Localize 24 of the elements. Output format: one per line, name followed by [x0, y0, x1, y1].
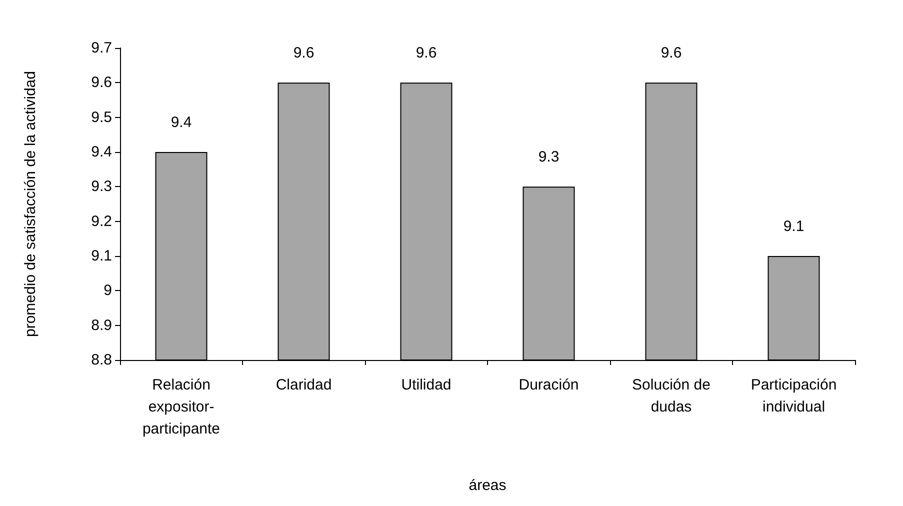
y-tick-label: 9	[104, 282, 112, 300]
x-tick-label: Claridad	[276, 376, 332, 394]
y-tick-label: 9.2	[91, 212, 112, 230]
data-label: 9.6	[416, 44, 437, 62]
x-tick-label: Utilidad	[401, 376, 452, 394]
y-axis-title: promedio de satisfacción de la actividad	[22, 71, 39, 337]
y-tick-label: 9.4	[91, 144, 112, 160]
x-axis-title: áreas	[468, 477, 506, 494]
x-tick-label: Relación expositor-participante	[142, 376, 220, 438]
data-label: 9.1	[783, 218, 804, 235]
y-tick-label: 9.5	[91, 108, 112, 126]
x-tick-label: Duración	[518, 376, 579, 394]
y-tick-label: 9.3	[91, 178, 112, 196]
data-label: 9.3	[538, 148, 560, 166]
y-tick-label: 9.6	[91, 74, 112, 92]
y-tick-label: 9.1	[91, 248, 112, 264]
y-tick-label: 8.8	[91, 352, 112, 368]
data-label: 9.4	[170, 114, 192, 131]
y-tick-label: 9.7	[91, 40, 112, 56]
x-tick-label: Participación individual	[750, 376, 837, 416]
data-label: 9.6	[293, 44, 314, 62]
data-label: 9.6	[660, 44, 682, 62]
x-tick-label: Solución de dudas	[632, 376, 710, 416]
y-tick-label: 8.9	[91, 316, 112, 334]
